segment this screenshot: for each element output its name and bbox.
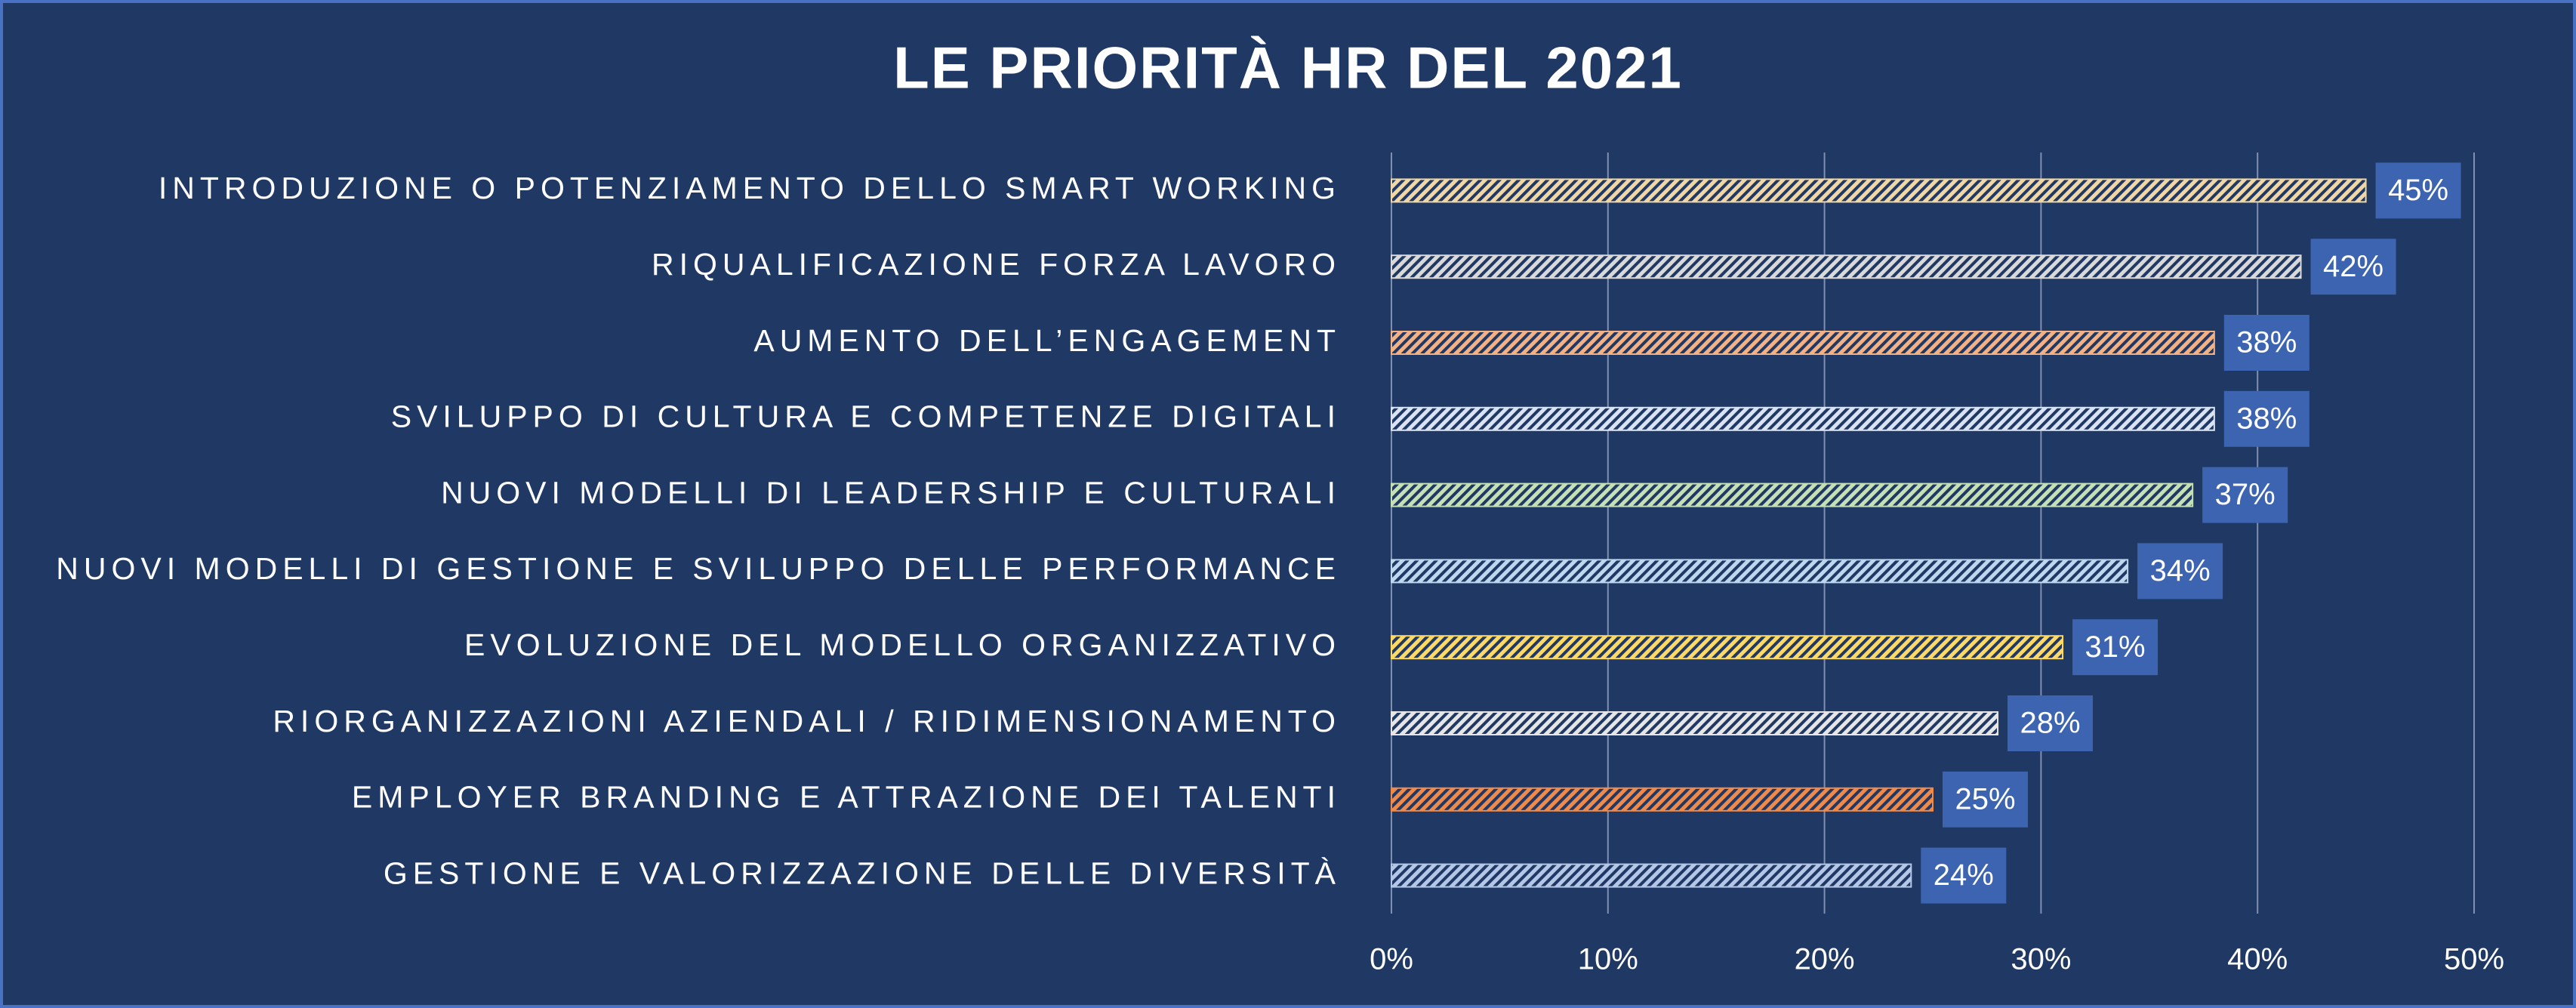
- value-label-box: [1921, 847, 2007, 904]
- value-label-box: [2202, 467, 2288, 523]
- bar: [1391, 406, 2215, 431]
- bar: [1391, 482, 2194, 507]
- bar: [1391, 559, 2129, 584]
- value-label: 37%: [2215, 478, 2276, 511]
- value-label: 31%: [2085, 630, 2146, 664]
- value-label: 24%: [1934, 858, 1994, 892]
- value-label-box: [2007, 695, 2094, 751]
- value-label-box: [1943, 771, 2028, 828]
- bar: [1391, 711, 1999, 735]
- category-label: INTRODUZIONE O POTENZIAMENTO DELLO SMART…: [159, 171, 1341, 205]
- category-label: SVILUPPO DI CULTURA E COMPETENZE DIGITAL…: [391, 399, 1341, 434]
- value-label-box: [2223, 390, 2309, 447]
- category-label: NUOVI MODELLI DI GESTIONE E SVILUPPO DEL…: [56, 551, 1341, 586]
- bar: [1391, 331, 2215, 355]
- value-label-box: [2072, 619, 2158, 676]
- category-label: AUMENTO DELL’ENGAGEMENT: [753, 323, 1341, 358]
- value-label-box: [2310, 239, 2396, 295]
- value-label-box: [2223, 315, 2309, 371]
- value-label-box: [2137, 543, 2223, 600]
- x-tick-label: 50%: [2444, 943, 2504, 976]
- value-label: 38%: [2236, 326, 2297, 359]
- x-tick-label: 40%: [2227, 943, 2288, 976]
- category-label: RIQUALIFICAZIONE FORZA LAVORO: [652, 247, 1341, 282]
- value-label: 28%: [2020, 707, 2081, 740]
- value-label-box: [2375, 162, 2461, 219]
- value-label: 42%: [2323, 250, 2383, 283]
- x-tick-label: 10%: [1578, 943, 1638, 976]
- value-label: 45%: [2388, 174, 2448, 207]
- category-label: RIORGANIZZAZIONI AZIENDALI / RIDIMENSION…: [273, 704, 1341, 738]
- value-label: 38%: [2236, 402, 2297, 435]
- bar: [1391, 787, 1934, 812]
- bar: [1391, 635, 2064, 660]
- value-label: 34%: [2150, 554, 2211, 587]
- category-label: NUOVI MODELLI DI LEADERSHIP E CULTURALI: [441, 475, 1341, 510]
- bar: [1391, 254, 2302, 279]
- chart-title: LE PRIORITÀ HR DEL 2021: [893, 35, 1683, 101]
- category-label: GESTIONE E VALORIZZAZIONE DELLE DIVERSIT…: [384, 855, 1341, 890]
- x-tick-label: 30%: [2011, 943, 2071, 976]
- x-tick-label: 20%: [1795, 943, 1855, 976]
- bar: [1391, 178, 2367, 203]
- bar: [1391, 863, 1912, 888]
- category-label: EVOLUZIONE DEL MODELLO ORGANIZZATIVO: [464, 627, 1341, 662]
- x-tick-label: 0%: [1370, 943, 1413, 976]
- value-label: 25%: [1955, 782, 2015, 815]
- category-label: EMPLOYER BRANDING E ATTRAZIONE DEI TALEN…: [352, 780, 1341, 815]
